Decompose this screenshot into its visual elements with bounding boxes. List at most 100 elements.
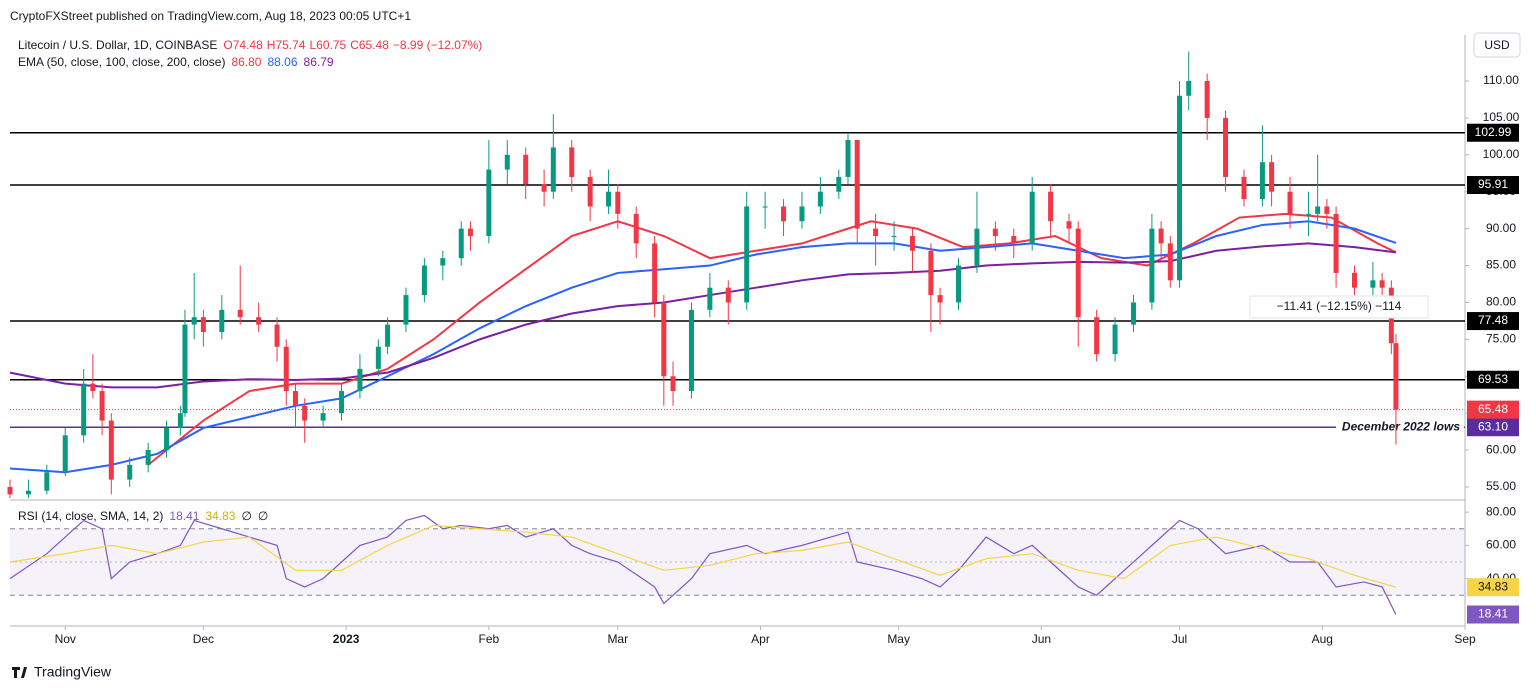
candle-body xyxy=(164,427,170,451)
y-tick-label: 75.00 xyxy=(1486,332,1516,346)
candle-body xyxy=(421,265,427,296)
candle-body xyxy=(504,154,510,170)
candle-body xyxy=(1223,117,1229,177)
candle-body xyxy=(1094,317,1100,355)
candle-body xyxy=(615,191,621,214)
candle-body xyxy=(7,487,13,495)
y-tick-label: 110.00 xyxy=(1483,73,1519,87)
candle-body xyxy=(652,243,658,303)
currency-box[interactable] xyxy=(1473,32,1521,58)
candle-body xyxy=(1204,80,1210,118)
rsi-value: 34.83 xyxy=(205,509,235,523)
candle-body xyxy=(1048,191,1054,222)
candle-body xyxy=(385,324,391,347)
ema-value: 86.80 xyxy=(231,55,261,69)
rsi-tick-label: 60.00 xyxy=(1486,538,1516,552)
candle-body xyxy=(1379,280,1385,288)
candle-body xyxy=(845,140,851,177)
candle-body xyxy=(25,490,31,495)
candle-body xyxy=(458,228,464,259)
ohlc-change: −8.99 (−12.07%) xyxy=(393,38,482,52)
x-tick-label: Apr xyxy=(751,632,770,646)
candle-body xyxy=(191,317,197,325)
y-tick-label: 90.00 xyxy=(1486,221,1516,235)
y-tick-label: 80.00 xyxy=(1486,295,1516,309)
y-tick-label: 100.00 xyxy=(1483,147,1520,161)
legend: Litecoin / U.S. Dollar, 1D, COINBASE O74.… xyxy=(18,38,482,523)
level-text: December 2022 lows xyxy=(1342,419,1460,433)
currency: USD xyxy=(1484,38,1510,52)
candle-body xyxy=(357,368,363,392)
x-tick-label: Mar xyxy=(607,632,628,646)
candle-body xyxy=(974,228,980,266)
candle-body xyxy=(1186,80,1192,96)
candle-body xyxy=(606,191,612,207)
rsi-label: 18.41 xyxy=(1478,607,1508,621)
publisher: CryptoFXStreet published on TradingView.… xyxy=(10,9,411,23)
ema-label: EMA (50, close, 100, close, 200, close) xyxy=(18,55,225,69)
candle-body xyxy=(375,346,381,369)
candle-body xyxy=(587,176,593,207)
ema-value: 88.06 xyxy=(267,55,297,69)
candle-body xyxy=(403,295,409,325)
candle-body xyxy=(486,169,492,237)
candle-body xyxy=(339,391,345,414)
candle-body xyxy=(661,302,667,377)
candle-body xyxy=(1029,191,1035,244)
candle-body xyxy=(1075,228,1081,318)
candle-body xyxy=(725,287,731,303)
ohlc-high: H75.74 xyxy=(267,38,306,52)
candle-body xyxy=(200,317,206,332)
measure-label: −11.41 (−12.15%) −114 xyxy=(1277,299,1402,313)
level-label-bg xyxy=(1467,176,1519,195)
rsi-value: 18.41 xyxy=(169,509,199,523)
x-tick-label: Dec xyxy=(193,632,214,646)
level-label-bg xyxy=(1467,312,1519,331)
candle-body xyxy=(1333,213,1339,273)
rsi-tick-label: 80.00 xyxy=(1486,504,1516,518)
symbol: Litecoin / U.S. Dollar, 1D, COINBASE xyxy=(18,38,217,52)
candle-body xyxy=(1393,343,1399,410)
candle-body xyxy=(762,206,768,208)
footer: TradingView xyxy=(34,664,112,680)
candle-body xyxy=(1259,162,1265,200)
candle-body xyxy=(523,154,529,185)
candle-body xyxy=(670,376,676,392)
x-tick-label: 2023 xyxy=(333,632,360,646)
level-label-bg xyxy=(1467,123,1519,142)
y-tick-label: 55.00 xyxy=(1486,479,1516,493)
candle-body xyxy=(992,228,998,237)
x-tick-label: Feb xyxy=(479,632,500,646)
candle-body xyxy=(1315,206,1321,214)
candle-body xyxy=(1130,302,1136,325)
candle-body xyxy=(928,250,934,296)
candle-body xyxy=(440,258,446,266)
candle-body xyxy=(44,472,50,491)
candle-body xyxy=(1370,280,1376,288)
level-text-bg xyxy=(1336,419,1464,436)
x-tick-label: Nov xyxy=(55,632,76,646)
line-series xyxy=(9,524,1397,588)
candle-body xyxy=(1305,213,1311,215)
candle-body xyxy=(569,147,575,177)
candle-body xyxy=(744,206,750,303)
candle-body xyxy=(99,391,105,421)
candle-body xyxy=(1158,228,1164,244)
rsi-extra: ∅ xyxy=(241,509,251,523)
candle-body xyxy=(108,420,114,480)
candle-body xyxy=(799,206,805,222)
candle-body xyxy=(320,413,326,421)
candle-body xyxy=(873,228,879,237)
x-tick-label: May xyxy=(887,632,910,646)
level-label-bg xyxy=(1467,370,1519,389)
candle-body xyxy=(1287,191,1293,214)
candle-body xyxy=(145,450,151,465)
candle-body xyxy=(1011,236,1017,244)
candle-body xyxy=(219,309,225,332)
logo xyxy=(12,667,27,678)
level-label: 69.53 xyxy=(1478,372,1508,386)
candle-body xyxy=(283,346,289,392)
ohlc-close: C65.48 xyxy=(350,38,389,52)
candle-body xyxy=(688,309,694,392)
